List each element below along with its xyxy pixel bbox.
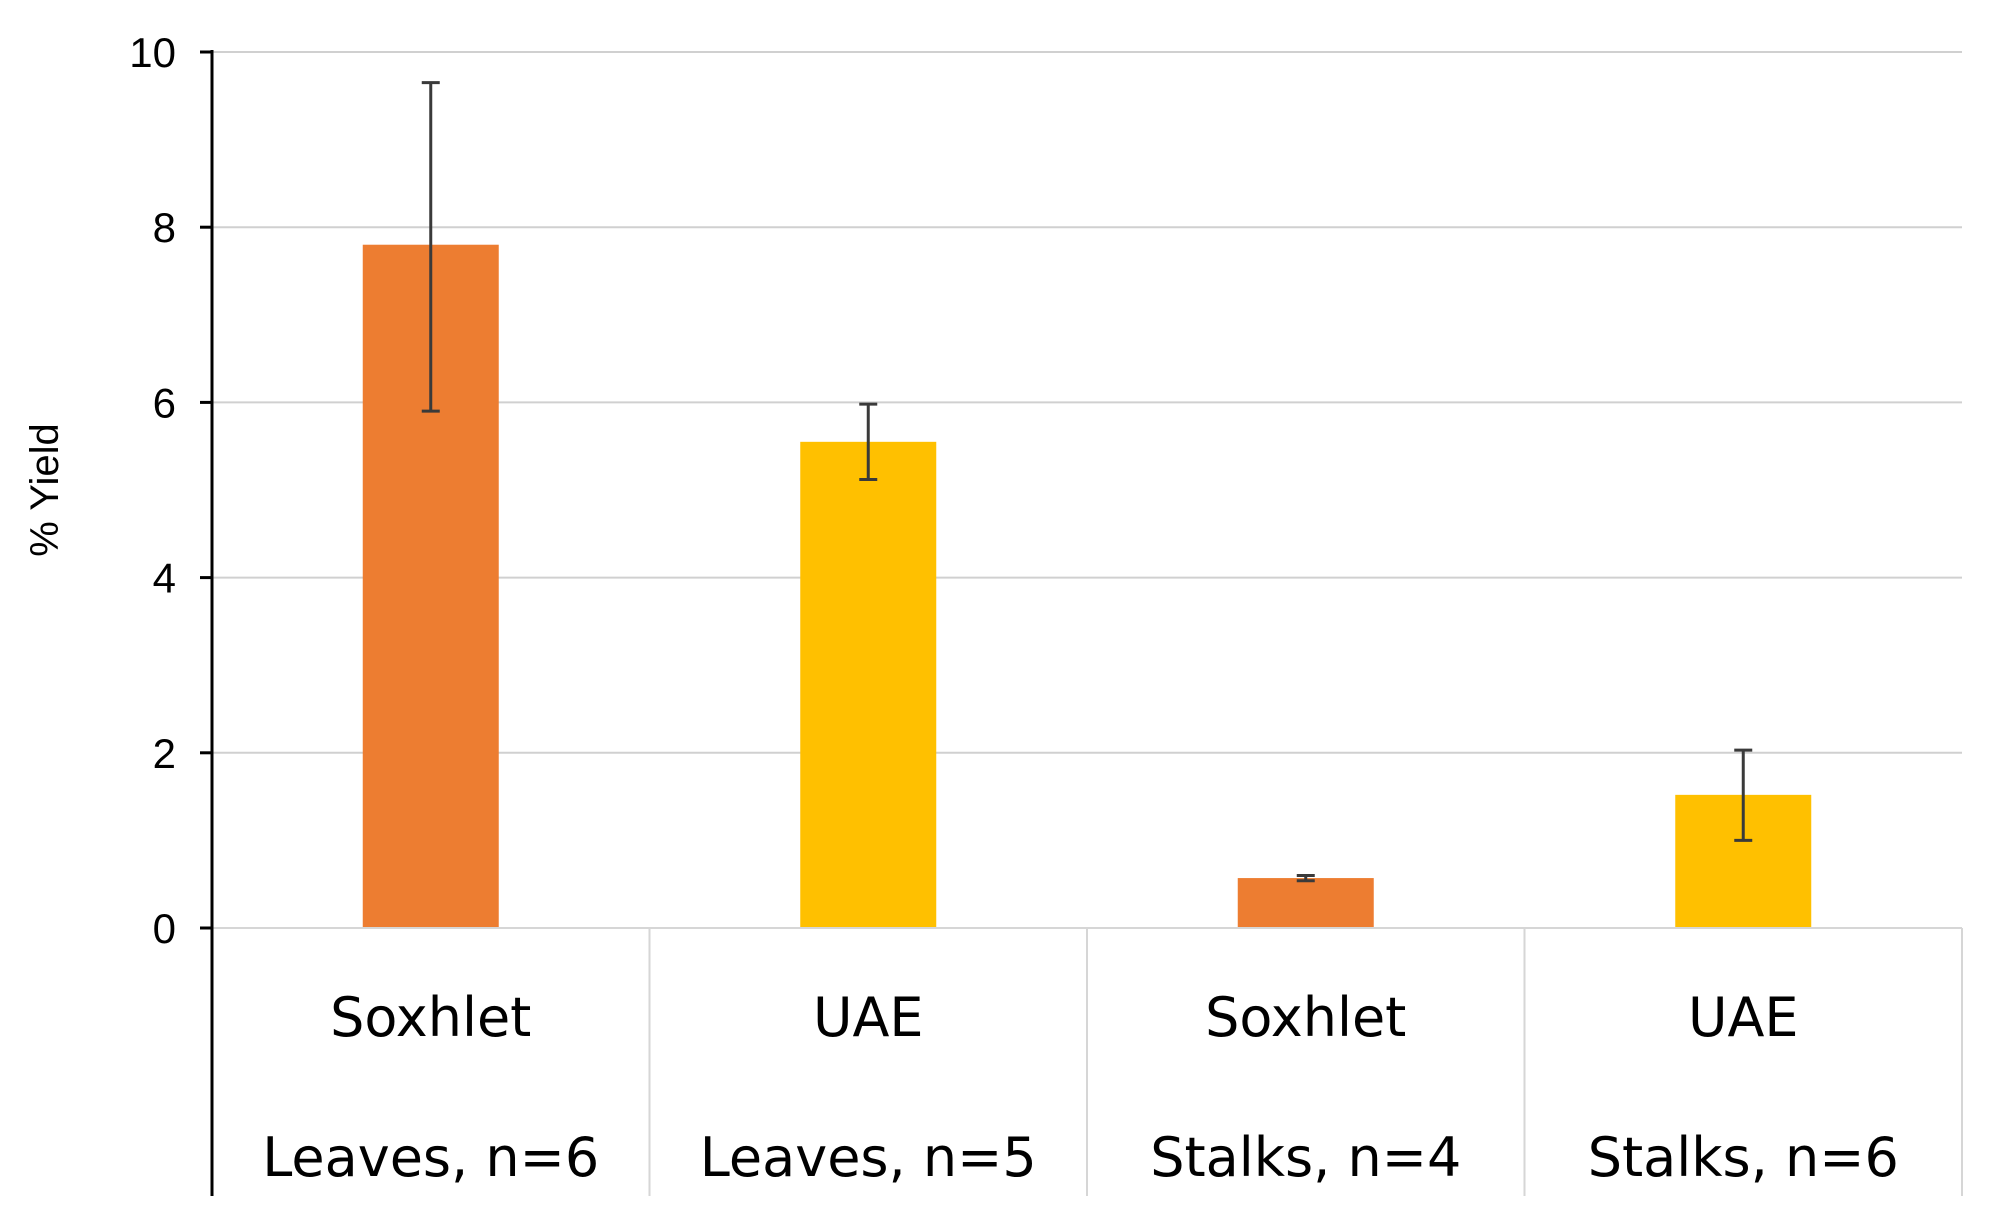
bar xyxy=(800,441,937,928)
category-method-label: Soxhlet xyxy=(1205,986,1406,1049)
category-method-label: UAE xyxy=(1688,986,1799,1049)
y-axis-title: % Yield xyxy=(23,423,67,556)
bars xyxy=(362,244,1812,929)
error-bars xyxy=(421,81,1753,883)
gridlines xyxy=(212,51,1962,754)
y-tick-label: 4 xyxy=(153,555,176,602)
axes xyxy=(200,50,1963,1196)
category-group-label: Leaves, n=5 xyxy=(700,1126,1037,1189)
category-method-label: Soxhlet xyxy=(330,986,531,1049)
y-tick-label: 6 xyxy=(153,379,176,426)
y-tick-label: 2 xyxy=(153,730,176,777)
category-group-label: Leaves, n=6 xyxy=(262,1126,599,1189)
category-group-label: Stalks, n=6 xyxy=(1588,1126,1899,1189)
y-tick-label: 10 xyxy=(129,29,176,76)
bar xyxy=(1237,878,1374,928)
category-method-label: UAE xyxy=(813,986,924,1049)
y-tick-label: 8 xyxy=(153,204,176,251)
labels: 0 2 4 6 8 10 Soxhlet Leaves, n=6 UAE Leaves, n=5 S… xyxy=(129,29,1899,1189)
category-group-label: Stalks, n=4 xyxy=(1150,1126,1461,1189)
y-tick-label: 0 xyxy=(153,905,176,952)
